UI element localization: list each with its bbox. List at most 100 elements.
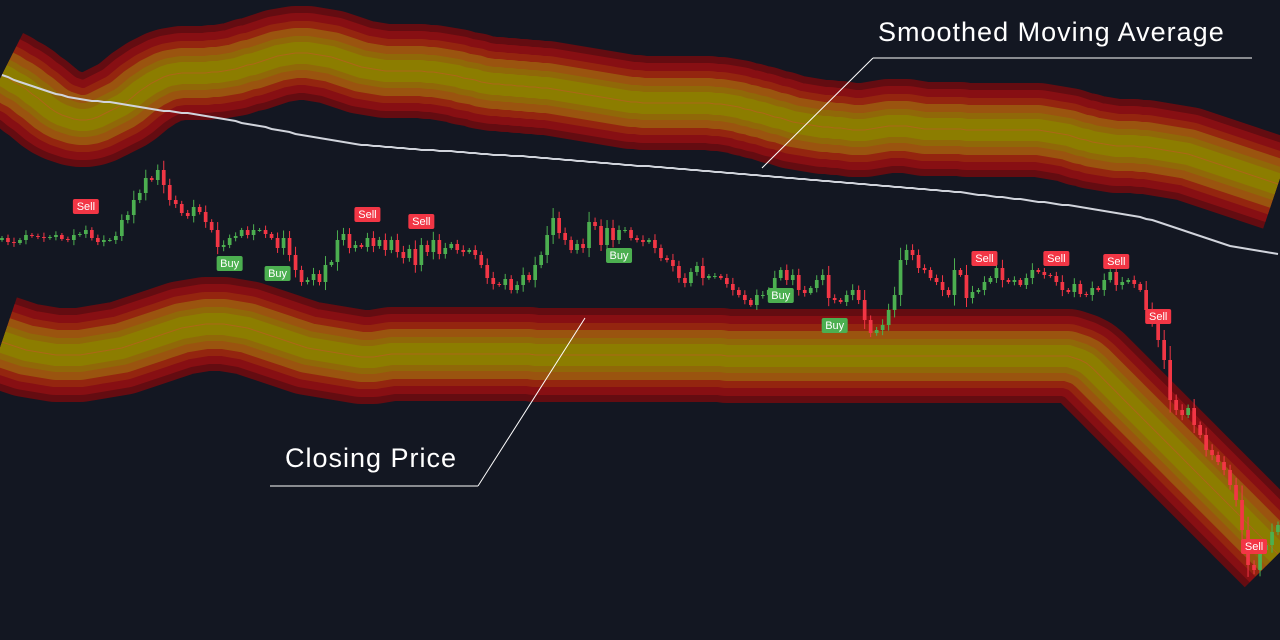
- candle-body: [114, 236, 118, 240]
- candle-body: [587, 222, 591, 248]
- buy-signal-badge: [821, 318, 848, 333]
- candle-body: [365, 238, 370, 247]
- sell-signal-badge: [1145, 309, 1172, 324]
- sma-callout-line: [761, 57, 874, 169]
- candle-body: [299, 270, 304, 282]
- candle-body: [832, 298, 837, 300]
- candle-body: [1090, 288, 1095, 295]
- candle-body: [940, 282, 945, 290]
- sell-signal-badge: [1043, 251, 1070, 266]
- sell-signal: Sell: [354, 207, 381, 222]
- candle-body: [725, 278, 729, 284]
- candle-body: [437, 240, 442, 254]
- candle-body: [1114, 272, 1119, 285]
- candle-body: [1018, 280, 1023, 285]
- candle-body: [1228, 470, 1232, 485]
- sell-signal-badge: [72, 199, 99, 214]
- candle-body: [533, 265, 537, 280]
- candle-body: [898, 260, 903, 295]
- candle-body: [125, 215, 130, 220]
- candle-body: [1000, 268, 1005, 280]
- candle-body: [1036, 270, 1041, 272]
- candle-body: [131, 200, 136, 215]
- sell-signal: Sell: [1043, 251, 1070, 266]
- candle-body: [713, 276, 717, 277]
- candles-layer: [0, 160, 1280, 577]
- candle-body: [665, 258, 669, 260]
- candle-body: [719, 276, 723, 278]
- candle-body: [30, 235, 34, 236]
- candle-body: [1156, 320, 1160, 340]
- candle-body: [449, 244, 454, 248]
- candle-body: [287, 238, 292, 255]
- candle-body: [96, 238, 100, 242]
- candle-body: [922, 268, 927, 270]
- candle-body: [1054, 276, 1059, 282]
- close-callout-line: [477, 317, 586, 487]
- close-annotation-label: Closing Price: [285, 443, 457, 473]
- buy-signal: Buy: [264, 266, 291, 281]
- candle-body: [1174, 400, 1178, 410]
- candle-body: [149, 178, 154, 180]
- sma-annotation-label: Smoothed Moving Average: [878, 17, 1225, 47]
- candle-body: [1216, 455, 1220, 462]
- candle-body: [108, 240, 112, 241]
- candle-body: [737, 290, 741, 295]
- candle-body: [808, 288, 813, 293]
- candle-body: [443, 248, 448, 254]
- candle-body: [1252, 565, 1256, 570]
- sell-signal-badge: [971, 251, 998, 266]
- candle-body: [982, 282, 987, 290]
- candle-body: [617, 230, 621, 240]
- candle-body: [275, 238, 280, 248]
- candle-body: [886, 310, 891, 325]
- candle-body: [191, 207, 196, 216]
- candle-body: [102, 240, 106, 242]
- candle-body: [796, 275, 801, 290]
- candle-body: [784, 270, 789, 280]
- buy-signal-label: Buy: [268, 268, 287, 280]
- sell-signal: Sell: [72, 199, 99, 214]
- sell-signal-label: Sell: [975, 253, 993, 265]
- candle-body: [928, 270, 933, 278]
- candle-body: [527, 275, 531, 280]
- sell-signal-label: Sell: [1149, 311, 1167, 323]
- buy-signal-badge: [216, 256, 243, 271]
- buy-signal: Buy: [767, 288, 794, 303]
- candle-body: [1192, 408, 1196, 425]
- candle-body: [48, 237, 52, 238]
- candle-body: [359, 245, 364, 247]
- candle-body: [1270, 532, 1274, 545]
- candle-body: [18, 240, 22, 243]
- candle-body: [84, 230, 88, 234]
- candle-body: [383, 240, 388, 250]
- candle-body: [293, 255, 298, 270]
- candle-body: [545, 235, 549, 255]
- candle-body: [503, 279, 508, 285]
- candle-body: [0, 238, 4, 240]
- candle-body: [958, 270, 963, 275]
- candle-body: [904, 250, 909, 260]
- candle-body: [749, 300, 753, 305]
- candle-body: [24, 235, 28, 240]
- candle-body: [239, 230, 244, 236]
- candle-body: [263, 230, 268, 234]
- candle-body: [946, 290, 951, 295]
- candle-body: [78, 234, 82, 235]
- candle-body: [964, 275, 969, 298]
- candle-body: [197, 207, 202, 212]
- candle-body: [173, 200, 178, 204]
- candle-body: [1162, 340, 1166, 360]
- sma-layer: [1, 74, 1279, 255]
- candle-body: [802, 290, 807, 293]
- candle-body: [161, 170, 166, 185]
- candle-body: [1102, 280, 1107, 290]
- sell-signal-label: Sell: [358, 209, 376, 221]
- candle-body: [251, 230, 256, 235]
- candle-body: [1120, 282, 1125, 285]
- candle-body: [485, 265, 490, 278]
- candle-body: [215, 230, 220, 247]
- candle-body: [952, 270, 957, 295]
- candle-body: [377, 240, 382, 246]
